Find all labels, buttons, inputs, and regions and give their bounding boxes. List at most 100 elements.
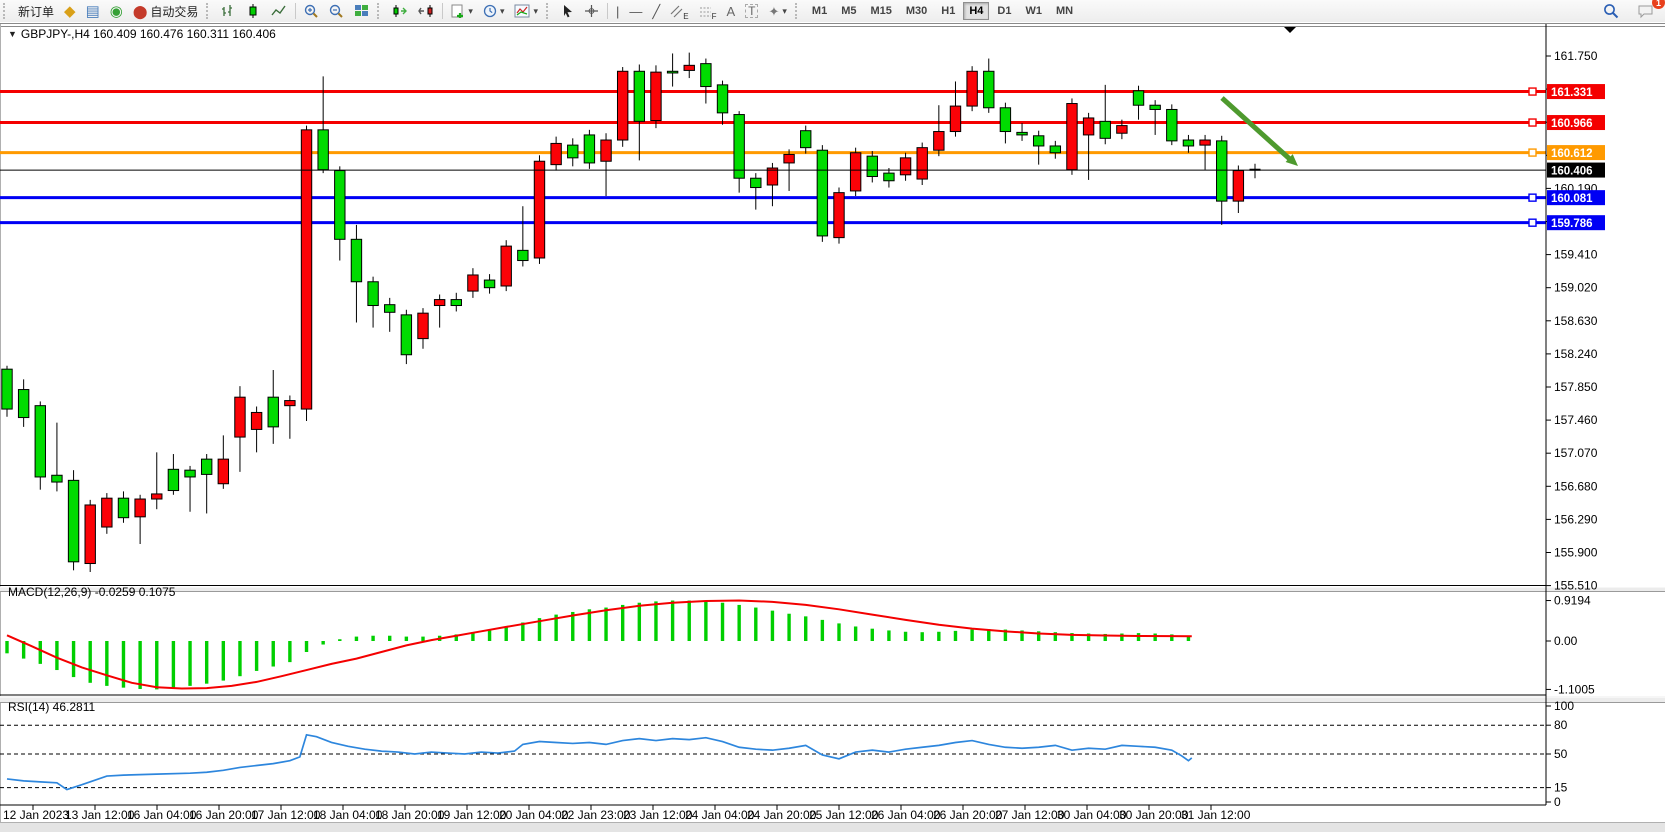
toolbar-grip[interactable] <box>377 3 384 19</box>
svg-text:0.00: 0.00 <box>1554 634 1578 648</box>
svg-text:159.410: 159.410 <box>1554 248 1598 262</box>
svg-text:161.331: 161.331 <box>1551 87 1593 99</box>
svg-text:26 Jan 20:00: 26 Jan 20:00 <box>933 808 1003 822</box>
svg-text:30 Jan 04:00: 30 Jan 04:00 <box>1057 808 1127 822</box>
trendline-tool-button[interactable]: ╱ <box>647 0 665 22</box>
zoom-in-icon <box>305 4 319 18</box>
svg-text:157.850: 157.850 <box>1554 380 1598 394</box>
timeframe-H1[interactable]: H1 <box>935 2 961 20</box>
order-history-button[interactable]: ◆ <box>59 0 81 22</box>
svg-text:-1.1005: -1.1005 <box>1554 682 1595 696</box>
svg-text:159.786: 159.786 <box>1551 218 1593 230</box>
cursor-tool-button[interactable] <box>556 0 579 22</box>
text-tool-button[interactable]: A <box>721 0 740 22</box>
toolbar-grip[interactable] <box>206 3 213 19</box>
svg-text:25 Jan 12:00: 25 Jan 12:00 <box>809 808 879 822</box>
toolbar-grip[interactable] <box>3 3 10 19</box>
profile-chart-icon: ▤ <box>85 2 100 20</box>
tile-windows-button[interactable] <box>349 0 374 22</box>
svg-text:50: 50 <box>1554 747 1568 761</box>
candle-chart-mode-button[interactable] <box>241 0 266 22</box>
text-tool-icon: A <box>726 3 736 19</box>
timeframe-H4[interactable]: H4 <box>963 2 990 20</box>
indicators-icon <box>514 4 530 18</box>
svg-text:161.750: 161.750 <box>1554 49 1598 63</box>
svg-text:19 Jan 12:00: 19 Jan 12:00 <box>437 808 507 822</box>
market-watch-button[interactable]: ▤ <box>81 0 105 22</box>
channel-letter: E <box>683 12 689 21</box>
svg-text:16 Jan 20:00: 16 Jan 20:00 <box>189 808 259 822</box>
timeframe-M1[interactable]: M1 <box>806 2 833 20</box>
autotrading-button[interactable]: ⬤ 自动交易 <box>128 0 204 22</box>
svg-text:160.966: 160.966 <box>1551 118 1593 130</box>
timeframe-W1[interactable]: W1 <box>1019 2 1048 20</box>
svg-text:158.240: 158.240 <box>1554 347 1598 361</box>
new-order-button[interactable]: 新订单 <box>13 0 59 22</box>
svg-text:24 Jan 04:00: 24 Jan 04:00 <box>685 808 755 822</box>
crosshair-icon <box>585 5 599 17</box>
timeframe-M30[interactable]: M30 <box>900 2 933 20</box>
bar-chart-mode-button[interactable] <box>216 0 241 22</box>
svg-text:155.510: 155.510 <box>1554 579 1598 593</box>
chart-canvas[interactable]: 161.750161.360160.970160.580160.190159.8… <box>0 22 1665 832</box>
zoom-in-button[interactable] <box>299 0 324 22</box>
timeframe-MN[interactable]: MN <box>1050 2 1079 20</box>
autotrading-icon: ⬤ <box>132 3 148 19</box>
svg-text:80: 80 <box>1554 718 1568 732</box>
shapes-icon: ✦ <box>768 3 780 19</box>
toolbar-grip[interactable] <box>546 3 553 19</box>
svg-text:16 Jan 04:00: 16 Jan 04:00 <box>127 808 197 822</box>
channel-tool-button[interactable]: E <box>665 0 693 22</box>
svg-text:156.680: 156.680 <box>1554 479 1598 493</box>
notification-count-badge: 1 <box>1652 0 1665 9</box>
crosshair-tool-button[interactable] <box>579 0 604 22</box>
rsi-indicator-label: RSI(14) 46.2811 <box>8 700 96 714</box>
auto-scroll-button[interactable] <box>387 0 413 22</box>
symbol-ohlc-label: ▼ GBPJPY-,H4 160.409 160.476 160.311 160.… <box>8 27 276 41</box>
shapes-tool-button[interactable]: ✦ ▾ <box>763 0 791 22</box>
line-chart-icon <box>271 5 286 16</box>
candlestick-icon <box>249 4 257 18</box>
timeframe-D1[interactable]: D1 <box>991 2 1017 20</box>
new-order-label: 新订单 <box>18 4 55 19</box>
zoom-out-button[interactable] <box>324 0 349 22</box>
notifications-button[interactable]: 1 <box>1632 0 1665 22</box>
timeframe-M15[interactable]: M15 <box>864 2 897 20</box>
fibonacci-tool-button[interactable]: F <box>694 0 722 22</box>
dropdown-arrow-icon: ▾ <box>782 5 787 16</box>
fibo-letter: F <box>711 12 717 21</box>
svg-text:0: 0 <box>1554 795 1561 809</box>
svg-text:12 Jan 2023: 12 Jan 2023 <box>3 808 69 822</box>
dropdown-arrow-icon: ▾ <box>499 5 505 16</box>
dropdown-arrow-icon: ▾ <box>468 5 473 16</box>
timeframe-M5[interactable]: M5 <box>835 2 862 20</box>
gold-bar-icon: ◆ <box>64 2 76 20</box>
horizontal-line-tool-button[interactable]: — <box>624 0 647 22</box>
radar-icon: ◉ <box>109 2 123 20</box>
period-button[interactable]: ▾ <box>478 0 510 22</box>
indicators-button[interactable]: ▾ <box>509 0 543 22</box>
auto-scroll-icon <box>393 5 408 17</box>
vertical-line-tool-button[interactable]: | <box>611 0 624 22</box>
oneclick-collapse-icon[interactable]: ▼ <box>8 29 17 39</box>
svg-text:20 Jan 04:00: 20 Jan 04:00 <box>499 808 569 822</box>
line-chart-mode-button[interactable] <box>266 0 292 22</box>
new-chart-button[interactable]: ▾ <box>446 0 478 22</box>
autotrading-label: 自动交易 <box>150 4 199 19</box>
chart-shift-button[interactable] <box>413 0 439 22</box>
search-icon <box>1604 4 1619 19</box>
toolbar-grip[interactable] <box>794 3 802 19</box>
text-label-tool-button[interactable]: T <box>740 0 763 22</box>
search-button[interactable] <box>1598 0 1624 22</box>
tile-windows-icon <box>355 5 369 16</box>
svg-text:27 Jan 12:00: 27 Jan 12:00 <box>995 808 1065 822</box>
svg-text:13 Jan 12:00: 13 Jan 12:00 <box>65 808 135 822</box>
svg-text:30 Jan 20:00: 30 Jan 20:00 <box>1119 808 1189 822</box>
signals-button[interactable]: ◉ <box>105 0 128 22</box>
svg-text:0.9194: 0.9194 <box>1554 594 1591 608</box>
vertical-line-icon: | <box>616 3 620 19</box>
horizontal-line-icon: — <box>629 3 643 19</box>
svg-text:100: 100 <box>1554 699 1574 713</box>
toolbar: 新订单 ◆ ▤ ◉ ⬤ 自动交易 <box>0 0 1665 23</box>
svg-text:155.900: 155.900 <box>1554 545 1598 559</box>
